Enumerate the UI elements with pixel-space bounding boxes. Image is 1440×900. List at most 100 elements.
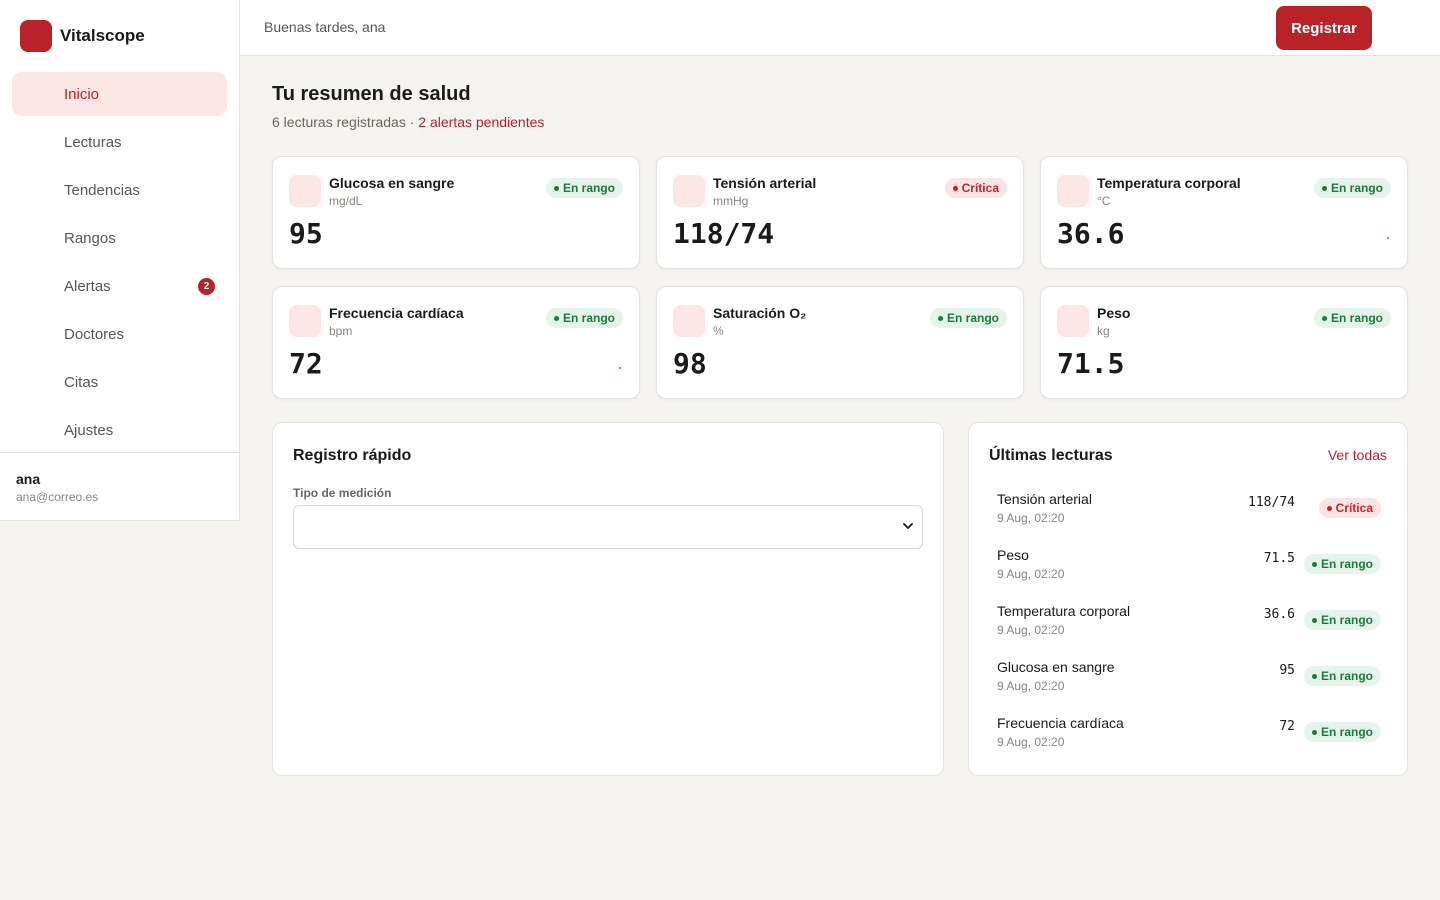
metric-unit: bpm [329, 324, 353, 338]
status-dot-icon [1326, 505, 1332, 511]
status-dot-icon [952, 185, 958, 191]
metric-value: 71.5 [1057, 347, 1125, 380]
reading-value: 72 [1279, 719, 1295, 734]
blood-pressure-icon [673, 175, 705, 207]
metric-card-oxygen[interactable]: Saturación O₂ % En rango 98 [656, 286, 1024, 399]
metric-card-heart-rate[interactable]: Frecuencia cardíaca bpm En rango 72 [272, 286, 640, 399]
status-badge: En rango [1303, 722, 1381, 742]
sidebar-item-tendencias[interactable]: Tendencias [12, 168, 227, 212]
thermometer-icon [1057, 175, 1089, 207]
status-dot-icon [553, 315, 559, 321]
status-label: En rango [1320, 557, 1373, 571]
metric-value: 95 [289, 217, 323, 250]
page-title: Tu resumen de salud [272, 83, 471, 105]
status-label: Crítica [1335, 501, 1373, 515]
metric-unit: % [713, 324, 724, 338]
glucose-icon [289, 175, 321, 207]
reading-name: Peso [997, 547, 1029, 563]
measurement-type-select[interactable] [293, 505, 923, 549]
status-label: En rango [1330, 181, 1383, 195]
status-badge: En rango [929, 308, 1007, 328]
reading-time: 9 Aug, 02:20 [997, 735, 1065, 749]
status-badge: En rango [1313, 178, 1391, 198]
metric-title: Frecuencia cardíaca [329, 305, 464, 321]
metric-title: Temperatura corporal [1097, 175, 1241, 191]
sidebar-item-citas[interactable]: Citas [12, 360, 227, 404]
sidebar-item-doctores[interactable]: Doctores [12, 312, 227, 356]
status-label: En rango [946, 311, 999, 325]
scale-icon [1057, 305, 1089, 337]
sidebar-nav: Inicio Lecturas Tendencias Rangos Alerta… [12, 72, 227, 456]
list-item[interactable]: Glucosa en sangre 9 Aug, 02:20 95 En ran… [997, 659, 1381, 715]
reading-value: 36.6 [1263, 607, 1295, 622]
list-item[interactable]: Tensión arterial 9 Aug, 02:20 118/74 Crí… [997, 491, 1381, 547]
sparkline-dot [619, 367, 621, 369]
register-button[interactable]: Registrar [1276, 6, 1372, 50]
alerts-count-badge: 2 [198, 278, 215, 295]
status-dot-icon [1321, 185, 1327, 191]
status-badge: Crítica [944, 178, 1007, 198]
latest-readings-title: Últimas lecturas [989, 447, 1113, 464]
status-badge: Crítica [1318, 498, 1381, 518]
summary-subtitle: 6 lecturas registradas · 2 alertas pendi… [272, 114, 544, 130]
metric-unit: °C [1097, 194, 1111, 208]
brand[interactable]: Vitalscope [20, 20, 145, 52]
measurement-type-label: Tipo de medición [293, 486, 392, 500]
topbar: Buenas tardes, ana Registrar [240, 0, 1440, 56]
see-all-link[interactable]: Ver todas [1327, 447, 1387, 463]
oxygen-icon [673, 305, 705, 337]
sidebar-item-label: Inicio [64, 85, 100, 103]
status-dot-icon [1311, 561, 1317, 567]
status-label: En rango [1320, 669, 1373, 683]
user-profile[interactable]: ana ana@correo.es [0, 452, 239, 521]
metric-title: Peso [1097, 305, 1131, 321]
sidebar-item-alertas[interactable]: Alertas 2 [12, 264, 227, 308]
status-dot-icon [1311, 617, 1317, 623]
metrics-grid: Glucosa en sangre mg/dL En rango 95 Tens… [272, 156, 1408, 399]
metric-value: 98 [673, 347, 707, 380]
sidebar-item-label: Rangos [64, 229, 116, 247]
reading-time: 9 Aug, 02:20 [997, 511, 1065, 525]
status-dot-icon [1321, 315, 1327, 321]
sidebar-item-rangos[interactable]: Rangos [12, 216, 227, 260]
reading-time: 9 Aug, 02:20 [997, 567, 1065, 581]
list-item[interactable]: Peso 9 Aug, 02:20 71.5 En rango [997, 547, 1381, 603]
reading-name: Glucosa en sangre [997, 659, 1115, 675]
list-item[interactable]: Temperatura corporal 9 Aug, 02:20 36.6 E… [997, 603, 1381, 659]
metric-unit: mg/dL [329, 194, 363, 208]
status-label: En rango [562, 181, 615, 195]
status-badge: En rango [1303, 666, 1381, 686]
reading-name: Frecuencia cardíaca [997, 715, 1124, 731]
metric-card-blood-pressure[interactable]: Tensión arterial mmHg Crítica 118/74 [656, 156, 1024, 269]
readings-list: Tensión arterial 9 Aug, 02:20 118/74 Crí… [997, 491, 1381, 771]
quick-log-title: Registro rápido [293, 447, 412, 464]
sidebar-item-ajustes[interactable]: Ajustes [12, 408, 227, 452]
metric-title: Saturación O₂ [713, 305, 807, 321]
pending-alerts-link[interactable]: 2 alertas pendientes [418, 114, 545, 130]
reading-value: 118/74 [1248, 495, 1295, 510]
status-badge: En rango [1313, 308, 1391, 328]
list-item[interactable]: Frecuencia cardíaca 9 Aug, 02:20 72 En r… [997, 715, 1381, 771]
quick-log-panel: Registro rápido Tipo de medición [272, 422, 944, 776]
brand-name: Vitalscope [60, 26, 145, 45]
sidebar-item-label: Ajustes [64, 421, 114, 439]
metric-value: 72 [289, 347, 323, 380]
metric-card-weight[interactable]: Peso kg En rango 71.5 [1040, 286, 1408, 399]
status-dot-icon [553, 185, 559, 191]
reading-time: 9 Aug, 02:20 [997, 623, 1065, 637]
sidebar-item-inicio[interactable]: Inicio [12, 72, 227, 116]
latest-readings-panel: Últimas lecturas Ver todas Tensión arter… [968, 422, 1408, 776]
sparkline-dot [1387, 237, 1389, 239]
reading-name: Tensión arterial [997, 491, 1092, 507]
metric-card-temperature[interactable]: Temperatura corporal °C En rango 36.6 [1040, 156, 1408, 269]
sidebar: Vitalscope Inicio Lecturas Tendencias Ra… [0, 0, 240, 521]
metric-value: 118/74 [673, 217, 775, 250]
metric-title: Glucosa en sangre [329, 175, 455, 191]
user-email: ana@correo.es [16, 490, 99, 504]
sidebar-item-label: Citas [64, 373, 99, 391]
sidebar-item-label: Tendencias [64, 181, 140, 199]
metric-card-glucose[interactable]: Glucosa en sangre mg/dL En rango 95 [272, 156, 640, 269]
chevron-down-icon [903, 523, 913, 529]
sidebar-item-lecturas[interactable]: Lecturas [12, 120, 227, 164]
status-badge: En rango [1303, 610, 1381, 630]
